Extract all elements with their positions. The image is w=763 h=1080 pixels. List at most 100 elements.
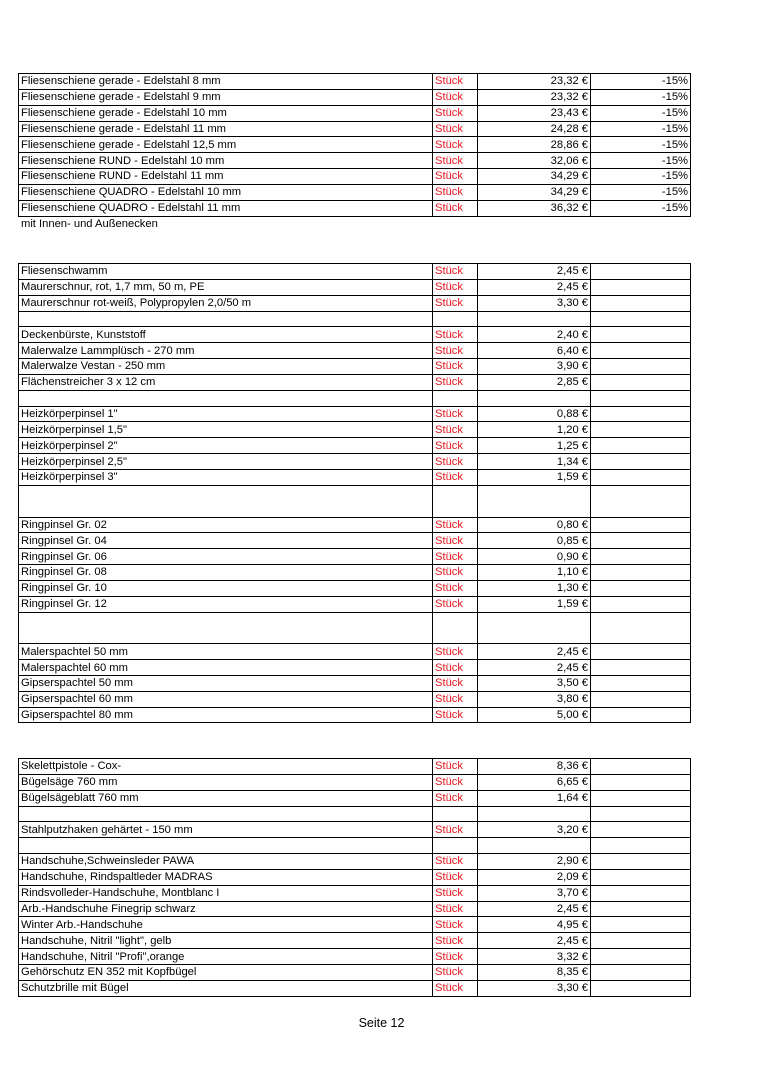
item-name: Fliesenschwamm: [18, 263, 433, 280]
item-name: Handschuhe,Schweinsleder PAWA: [18, 853, 433, 870]
item-name: Ringpinsel Gr. 04: [18, 532, 433, 550]
item-discount: -15%: [590, 73, 691, 90]
table-row: Ringpinsel Gr. 04 Stück 0,85 €: [18, 532, 691, 550]
item-unit: [432, 837, 478, 855]
item-price: 32,06 €: [477, 152, 591, 170]
spacer-row: [18, 484, 691, 518]
item-price: 1,25 €: [477, 437, 591, 455]
item-unit: Stück: [432, 152, 478, 170]
item-unit: Stück: [432, 948, 478, 965]
table-row: Fliesenschiene QUADRO - Edelstahl 11 mm S…: [18, 199, 691, 217]
table-row: Fliesenschiene gerade - Edelstahl 10 mm S…: [18, 104, 691, 122]
item-price: 2,40 €: [477, 326, 591, 344]
item-unit: Stück: [432, 900, 478, 918]
item-name: Ringpinsel Gr. 06: [18, 548, 433, 566]
item-price: 2,45 €: [477, 932, 591, 950]
item-name: Malerspachtel 50 mm: [18, 643, 433, 661]
item-discount: [590, 532, 691, 550]
item-price: 2,85 €: [477, 373, 591, 391]
item-discount: [590, 900, 691, 918]
table-row: Ringpinsel Gr. 10 Stück 1,30 €: [18, 579, 691, 597]
item-price: 23,32 €: [477, 73, 591, 90]
item-discount: [590, 963, 691, 981]
table-row: Fliesenschiene gerade - Edelstahl 9 mm St…: [18, 88, 691, 106]
item-price: [477, 484, 591, 518]
spacer-row: [18, 805, 691, 823]
table-row: Arb.-Handschuhe Finegrip schwarz Stück 2,4…: [18, 900, 691, 918]
item-unit: Stück: [432, 932, 478, 950]
item-name: [18, 805, 433, 823]
item-price: 3,50 €: [477, 674, 591, 692]
item-price: 3,30 €: [477, 294, 591, 312]
price-table-malerbedarf: Fliesenschwamm Stück 2,45 € Maurerschnur, r…: [18, 263, 691, 724]
item-discount: -15%: [590, 183, 691, 201]
item-price: 1,59 €: [477, 468, 591, 486]
item-discount: -15%: [590, 168, 691, 185]
item-price: 28,86 €: [477, 136, 591, 154]
table-note: mit Innen- und Außenecken: [21, 218, 158, 230]
item-discount: [590, 916, 691, 934]
item-price: 34,29 €: [477, 183, 591, 201]
item-name: Fliesenschiene gerade - Edelstahl 12,5 m…: [18, 136, 433, 154]
item-discount: [590, 373, 691, 391]
item-discount: [590, 564, 691, 581]
item-name: Arb.-Handschuhe Finegrip schwarz: [18, 900, 433, 918]
item-unit: Stück: [432, 516, 478, 534]
table-row: Bügelsäge 760 mm Stück 6,65 €: [18, 773, 691, 791]
item-price: 2,45 €: [477, 263, 591, 280]
item-unit: Stück: [432, 853, 478, 870]
item-price: 2,09 €: [477, 868, 591, 886]
item-unit: Stück: [432, 421, 478, 439]
item-name: Malerwalze Lammplüsch - 270 mm: [18, 342, 433, 360]
item-discount: [590, 821, 691, 839]
item-unit: Stück: [432, 358, 478, 375]
table-row: Fliesenschiene RUND - Edelstahl 11 mm Stü…: [18, 168, 691, 185]
table-row: Ringpinsel Gr. 06 Stück 0,90 €: [18, 548, 691, 566]
item-discount: [590, 278, 691, 296]
item-price: 1,64 €: [477, 789, 591, 807]
item-discount: [590, 421, 691, 439]
item-name: Malerwalze Vestan - 250 mm: [18, 358, 433, 375]
item-discount: [590, 310, 691, 328]
item-unit: Stück: [432, 532, 478, 550]
item-discount: [590, 805, 691, 823]
table-row: Gipserspachtel 50 mm Stück 3,50 €: [18, 674, 691, 692]
item-name: Fliesenschiene RUND - Edelstahl 11 mm: [18, 168, 433, 185]
item-name: [18, 484, 433, 518]
item-name: Gipserspachtel 60 mm: [18, 690, 433, 708]
item-price: 36,32 €: [477, 199, 591, 217]
item-price: 5,00 €: [477, 706, 591, 724]
table-row: Flächenstreicher 3 x 12 cm Stück 2,85 €: [18, 373, 691, 391]
spacer-row: [18, 611, 691, 645]
item-name: [18, 389, 433, 407]
item-name: Bügelsäge 760 mm: [18, 773, 433, 791]
item-unit: Stück: [432, 674, 478, 692]
item-price: 2,90 €: [477, 853, 591, 870]
price-table-werkzeug-schutz: Skelettpistole - Cox- Stück 8,36 € Bügelsäg…: [18, 758, 691, 997]
item-discount: -15%: [590, 104, 691, 122]
item-discount: [590, 611, 691, 645]
item-unit: Stück: [432, 868, 478, 886]
item-name: Fliesenschiene gerade - Edelstahl 10 mm: [18, 104, 433, 122]
table-row: Fliesenschiene RUND - Edelstahl 10 mm Stü…: [18, 152, 691, 170]
item-unit: Stück: [432, 88, 478, 106]
table-row: Malerwalze Vestan - 250 mm Stück 3,90 €: [18, 358, 691, 375]
item-unit: Stück: [432, 884, 478, 902]
table-row: Rindsvolleder-Handschuhe, Montblanc I Stü…: [18, 884, 691, 902]
table-row: Maurerschnur, rot, 1,7 mm, 50 m, PE Stück…: [18, 278, 691, 296]
item-name: Ringpinsel Gr. 10: [18, 579, 433, 597]
item-unit: Stück: [432, 773, 478, 791]
item-unit: Stück: [432, 136, 478, 154]
item-name: Fliesenschiene gerade - Edelstahl 11 mm: [18, 120, 433, 138]
item-price: 6,65 €: [477, 773, 591, 791]
item-unit: Stück: [432, 183, 478, 201]
item-price: 24,28 €: [477, 120, 591, 138]
item-discount: [590, 468, 691, 486]
item-price: 3,80 €: [477, 690, 591, 708]
item-discount: -15%: [590, 136, 691, 154]
item-discount: [590, 595, 691, 613]
item-name: Fliesenschiene QUADRO - Edelstahl 10 mm: [18, 183, 433, 201]
item-name: Ringpinsel Gr. 08: [18, 564, 433, 581]
item-name: Ringpinsel Gr. 12: [18, 595, 433, 613]
item-name: Maurerschnur rot-weiß, Polypropylen 2,0/…: [18, 294, 433, 312]
